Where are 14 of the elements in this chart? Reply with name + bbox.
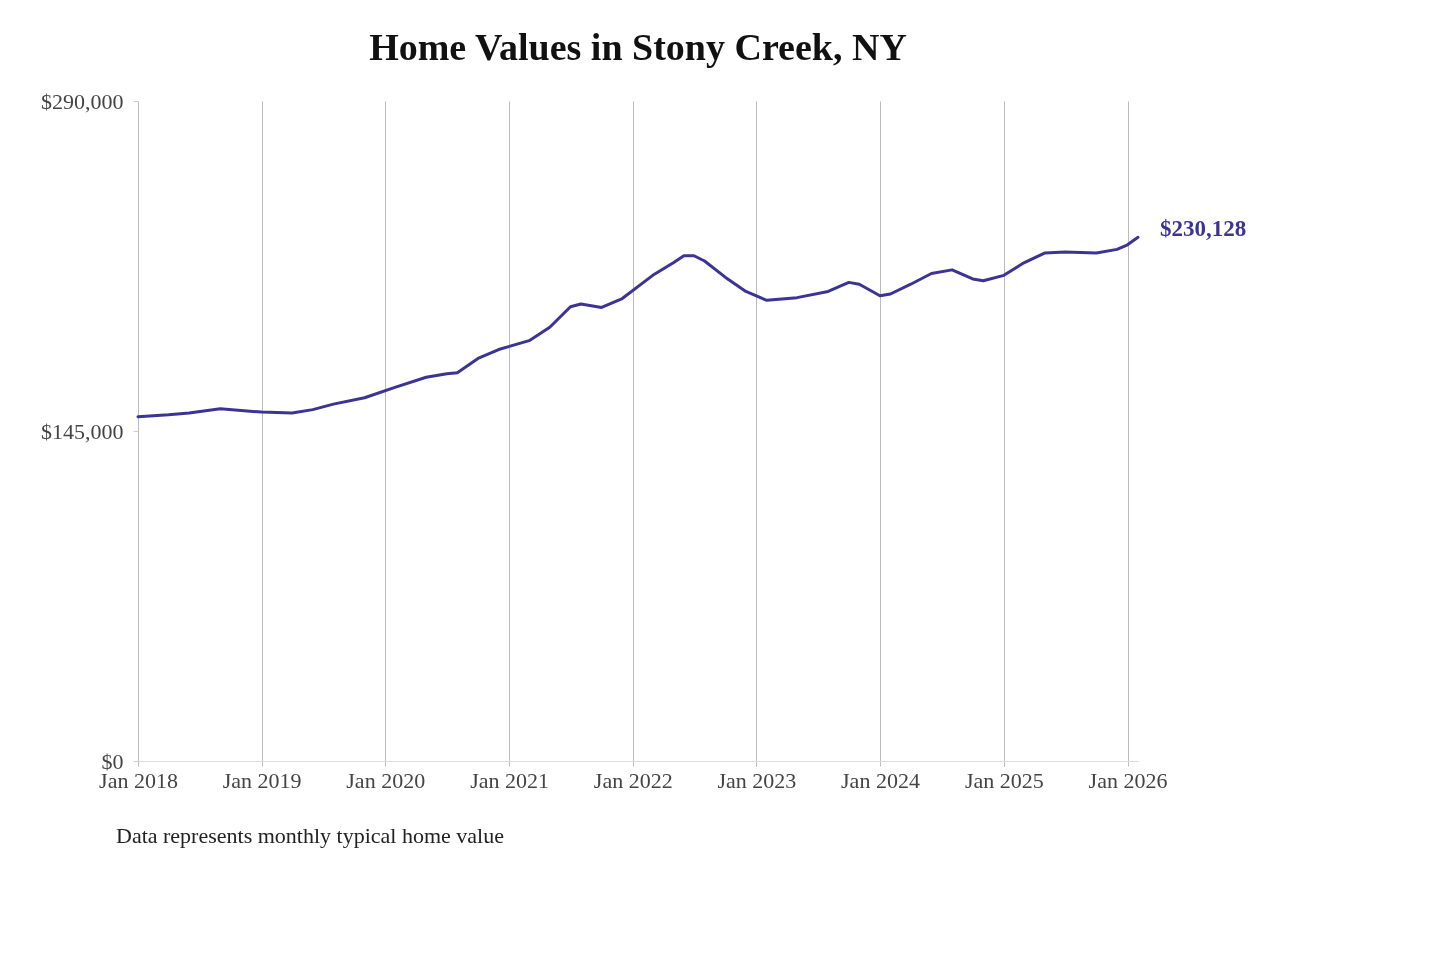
line-series: [136, 235, 1140, 419]
annotation: $230,128: [1160, 216, 1247, 242]
x-tick-label: Jan 2022: [593, 767, 673, 793]
text: Data represents monthly typical home value: [116, 823, 504, 848]
x-tick-label: Jan 2026: [1088, 767, 1168, 793]
x-tick-label: Jan 2023: [717, 767, 797, 793]
chart-title: Home Values in Stony Creek, NY: [369, 26, 907, 68]
x-tick-label: Jan 2025: [964, 767, 1044, 793]
x-tick-label: Jan 2019: [222, 767, 302, 793]
x-tick-label: Jan 2024: [841, 767, 920, 793]
x-tick-label: Jan 2020: [346, 767, 426, 793]
x-tick-label: Jan 2021: [470, 767, 550, 793]
y-tick-label: $290,000: [41, 88, 124, 114]
y-tick-label: $145,000: [41, 418, 124, 444]
